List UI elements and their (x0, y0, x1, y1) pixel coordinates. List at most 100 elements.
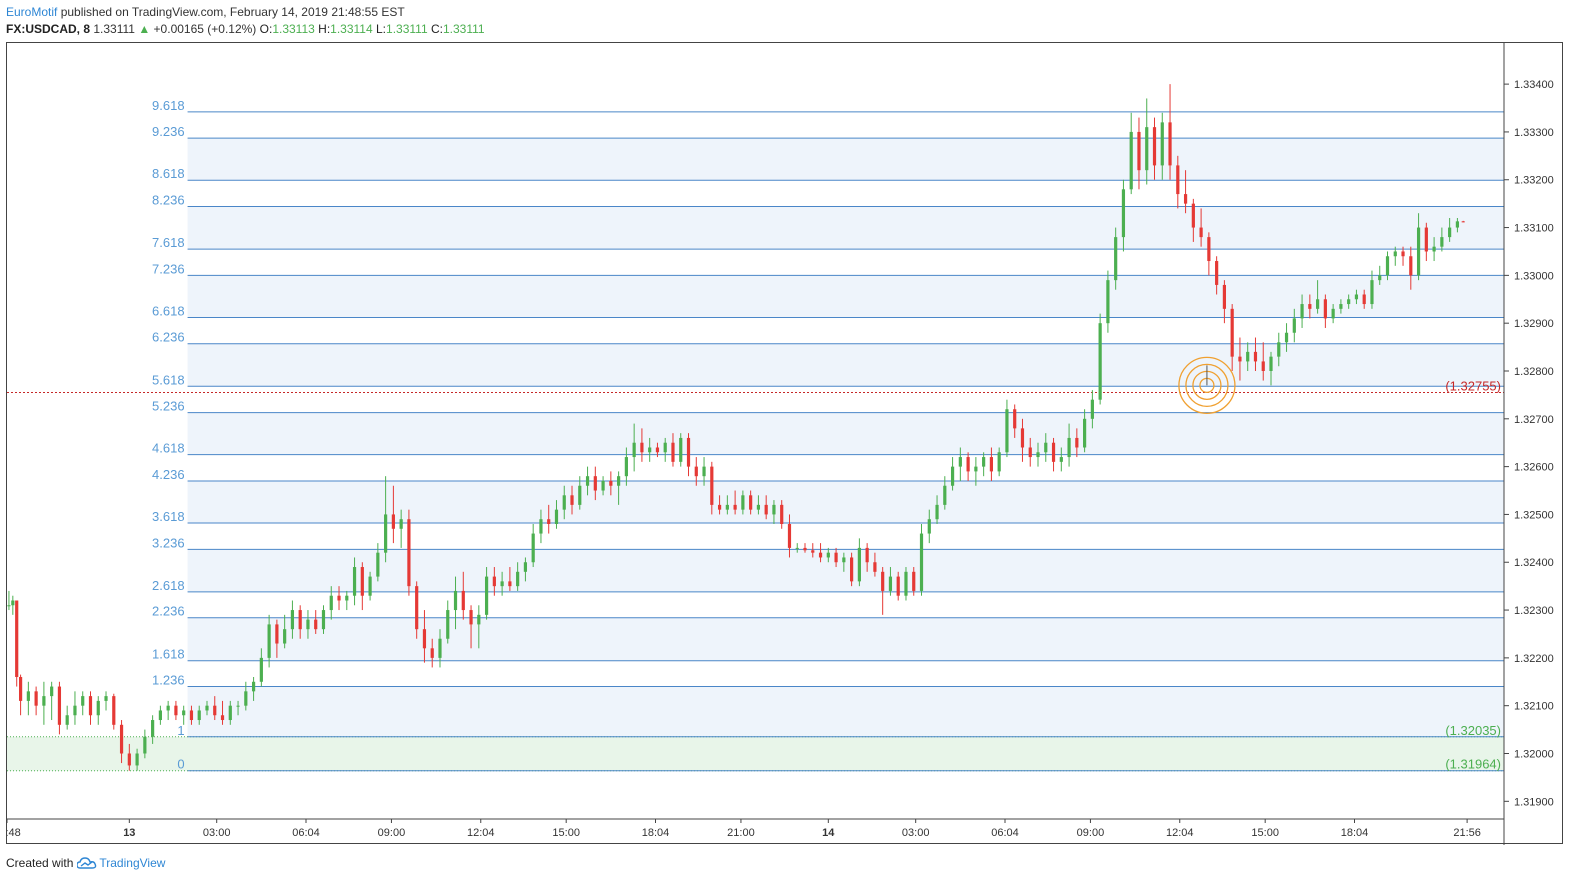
candle-body (640, 442, 644, 453)
candle-body (492, 576, 496, 587)
candle-body (259, 657, 263, 682)
y-tick-label: 1.31900 (1514, 796, 1554, 808)
y-tick-label: 1.33100 (1514, 223, 1554, 235)
candle-body (329, 595, 333, 611)
candle-body (1160, 122, 1164, 166)
candlestick-chart[interactable]: 0 1 1.236 1.618 2.236 2.618 3.236 3.618 4.236 4.6… (7, 43, 1564, 845)
fib-level-label: 9.618 (152, 98, 185, 113)
candle-body (756, 504, 761, 510)
symbol-info: FX:USDCAD, 8 1.33111 ▲ +0.00165 (+0.12%)… (6, 22, 485, 36)
candle-body (228, 705, 232, 721)
candle-body (966, 457, 970, 472)
candle-body (1168, 122, 1172, 166)
x-tick-label: 03:00 (203, 827, 231, 839)
candle-body (1145, 127, 1149, 171)
candle-body (950, 466, 955, 486)
fib-band (187, 480, 1504, 524)
candle-body (18, 676, 23, 701)
candle-body (508, 581, 512, 587)
candle-body (321, 610, 326, 630)
candle-body (1090, 399, 1094, 419)
candle-body (547, 519, 551, 524)
candle-body (1393, 251, 1397, 257)
candle-body (803, 547, 807, 551)
fib-band (187, 206, 1504, 250)
candle-body (1409, 256, 1413, 276)
tradingview-logo[interactable]: TradingView (77, 856, 165, 870)
candle-body (741, 495, 745, 510)
candle-body (1440, 237, 1444, 247)
candle-body (624, 457, 628, 477)
candle-body (127, 753, 131, 766)
candle-body (399, 519, 403, 529)
candle-body (484, 576, 489, 615)
candle-body (787, 523, 792, 548)
high-label: H: (318, 22, 331, 36)
candle-body (1385, 256, 1390, 276)
candle-body (26, 691, 30, 701)
candle-body (935, 504, 939, 520)
candle-body (438, 638, 442, 658)
candle-body (213, 705, 217, 716)
fib-level-label: 6.236 (152, 330, 185, 345)
x-tick-label: 09:00 (378, 827, 406, 839)
fib-level-label: 6.618 (152, 303, 185, 318)
candle-body (182, 710, 186, 716)
candle-body (1020, 428, 1025, 448)
candle-body (166, 705, 170, 711)
candle-body (220, 715, 225, 721)
candle-body (306, 619, 310, 630)
candle-body (1339, 304, 1343, 309)
created-with-text: Created with (6, 856, 74, 870)
author-link[interactable]: EuroMotif (6, 5, 58, 19)
fib-band (187, 138, 1504, 181)
candle-body (663, 442, 667, 453)
candle-body (1331, 308, 1335, 319)
candle-body (1362, 294, 1366, 305)
candle-body (1222, 284, 1227, 309)
fib-level-label: 5.618 (152, 372, 185, 387)
candle-body (1246, 351, 1250, 362)
candle-body (570, 495, 574, 505)
candle-body (384, 514, 388, 553)
candle-body (826, 552, 830, 558)
candle-body (601, 480, 605, 491)
candle-body (562, 495, 566, 510)
candle-body (795, 547, 799, 549)
tradingview-cloud-icon (77, 857, 97, 869)
candle-body (523, 562, 528, 572)
fib-level-label: 8.236 (152, 193, 185, 208)
candle-body (1461, 221, 1465, 223)
publish-info: EuroMotif published on TradingView.com, … (6, 5, 405, 19)
y-tick-label: 1.32300 (1514, 605, 1554, 617)
candle-body (104, 696, 108, 701)
candle-body (11, 600, 15, 606)
candle-body (888, 576, 893, 591)
y-tick-label: 1.33400 (1514, 79, 1554, 91)
candle-body (197, 710, 201, 721)
support-zone (7, 736, 1504, 771)
candle-body (151, 720, 155, 737)
candle-body (1051, 442, 1056, 462)
x-tick-label: 12:04 (1166, 827, 1194, 839)
candle-body (1238, 356, 1242, 362)
x-tick-label: 13 (123, 827, 135, 839)
zone-bottom-label: (1.31964) (1445, 757, 1501, 772)
candle-body (927, 519, 931, 534)
highlight-marker-ring (1185, 363, 1229, 407)
fib-band (187, 549, 1504, 592)
highlight-marker-ring (1178, 356, 1236, 414)
candle-body (135, 753, 139, 766)
candle-body (205, 705, 209, 711)
candle-body (251, 681, 256, 692)
candle-body (81, 696, 85, 706)
fib-level-label: 2.618 (152, 578, 185, 593)
candle-body (1036, 452, 1040, 458)
chart-frame[interactable]: 0 1 1.236 1.618 2.236 2.618 3.236 3.618 4.236 4.6… (6, 42, 1564, 845)
published-text: published on TradingView.com, February 1… (60, 5, 405, 19)
candle-body (500, 581, 504, 587)
candle-body (989, 457, 994, 472)
candle-body (1013, 409, 1017, 429)
candle-body (1075, 437, 1079, 448)
fib-level-label: 9.236 (152, 124, 185, 139)
